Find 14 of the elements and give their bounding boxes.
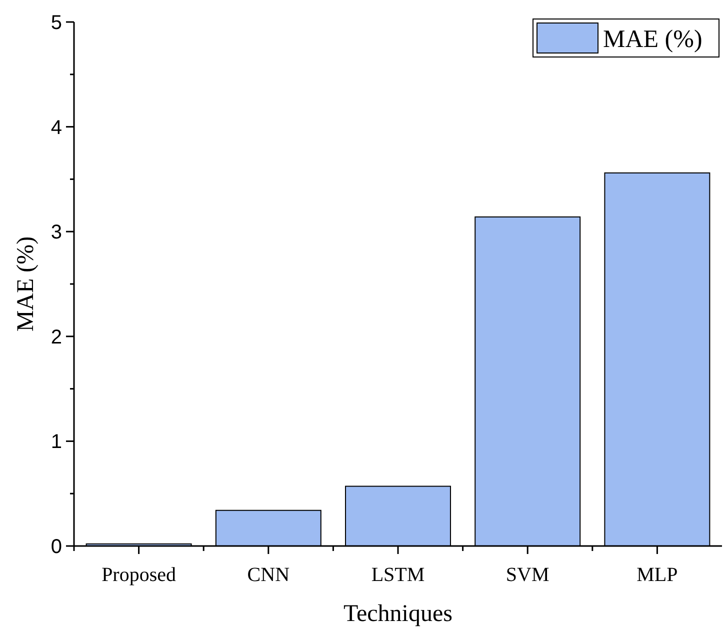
legend-label: MAE (%) (603, 26, 702, 53)
y-tick-label: 4 (50, 116, 62, 139)
x-tick-label: CNN (247, 564, 290, 586)
x-axis-title: Techniques (344, 601, 452, 627)
y-tick-label: 1 (50, 431, 62, 454)
x-tick-label: SVM (506, 564, 550, 586)
x-tick-label: LSTM (371, 564, 425, 586)
x-tick-label: MLP (636, 564, 678, 586)
y-tick-label: 0 (50, 536, 62, 558)
x-tick-label: Proposed (102, 564, 176, 586)
y-tick-label: 2 (50, 326, 62, 348)
y-tick-label: 5 (50, 12, 62, 34)
y-axis-title: MAE (%) (13, 236, 39, 332)
y-tick-label: 3 (50, 222, 62, 244)
